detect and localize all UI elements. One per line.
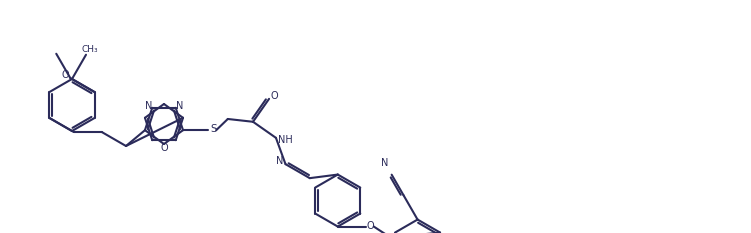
- Text: O: O: [62, 70, 69, 80]
- Text: CH₃: CH₃: [82, 45, 98, 54]
- Text: O: O: [367, 221, 375, 230]
- Text: NH: NH: [278, 135, 292, 145]
- Text: O: O: [160, 143, 167, 153]
- Text: O: O: [270, 91, 278, 101]
- Text: S: S: [210, 124, 216, 134]
- Text: N: N: [276, 156, 283, 166]
- Text: N: N: [144, 101, 152, 111]
- Text: N: N: [176, 101, 183, 111]
- Text: N: N: [381, 158, 388, 168]
